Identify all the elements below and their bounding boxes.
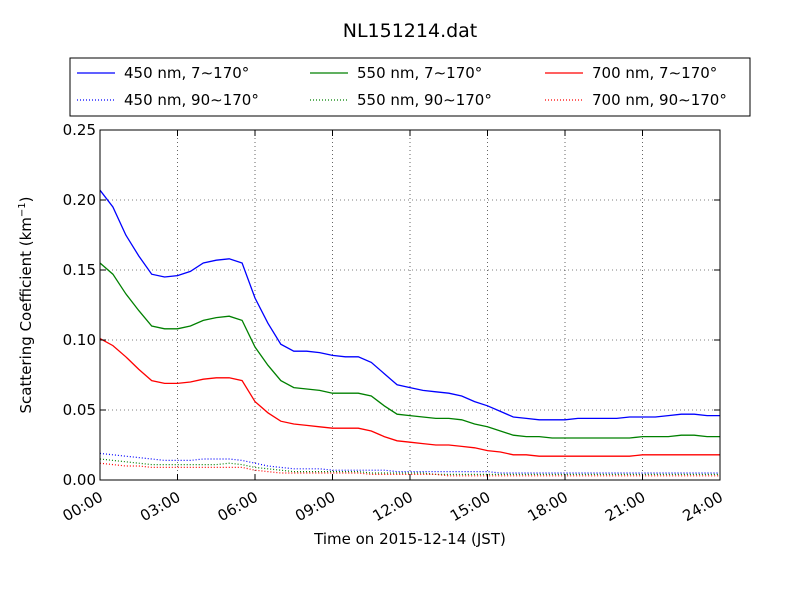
x-axis-label: Time on 2015-12-14 (JST) bbox=[313, 530, 506, 548]
legend-label: 450 nm, 7∼170° bbox=[124, 64, 249, 82]
legend-label: 550 nm, 7∼170° bbox=[357, 64, 482, 82]
series-line-2 bbox=[99, 262, 720, 439]
x-tick-label: 00:00 bbox=[60, 488, 106, 525]
y-tick-label: 0.10 bbox=[63, 331, 96, 349]
y-axis-label-text: Scattering Coefficient (km bbox=[17, 217, 35, 413]
x-tick-label: 06:00 bbox=[215, 488, 261, 525]
x-tick-label: 21:00 bbox=[602, 488, 648, 525]
x-tick-label: 18:00 bbox=[525, 488, 571, 525]
chart-title: NL151214.dat bbox=[343, 20, 478, 42]
legend-label: 550 nm, 90∼170° bbox=[357, 91, 492, 109]
y-tick-label: 0.00 bbox=[63, 471, 96, 489]
legend: 450 nm, 7∼170° 550 nm, 7∼170° 700 nm, 7∼17… bbox=[69, 57, 751, 117]
ticks: 00:00 03:00 06:00 09:00 12:00 15:00 18:00 21:00… bbox=[60, 121, 726, 525]
grid bbox=[100, 130, 720, 480]
x-tick-label: 24:00 bbox=[680, 488, 726, 525]
y-tick-label: 0.20 bbox=[63, 191, 96, 209]
x-tick-label: 09:00 bbox=[292, 488, 338, 525]
legend-label: 450 nm, 90∼170° bbox=[124, 91, 259, 109]
y-tick-label: 0.25 bbox=[63, 121, 96, 139]
y-tick-label: 0.15 bbox=[63, 261, 96, 279]
y-axis-label-unit-exp: −1 bbox=[17, 202, 28, 217]
series-line-4 bbox=[99, 338, 720, 457]
x-tick-label: 03:00 bbox=[137, 488, 183, 525]
series-layer bbox=[99, 189, 720, 477]
x-tick-label: 15:00 bbox=[447, 488, 493, 525]
y-tick-label: 0.05 bbox=[63, 401, 96, 419]
legend-box bbox=[69, 57, 751, 117]
series-line-0 bbox=[99, 189, 720, 421]
y-axis-label: Scattering Coefficient (km−1) bbox=[17, 196, 35, 413]
y-axis-label-close: ) bbox=[17, 196, 35, 202]
legend-label: 700 nm, 7∼170° bbox=[592, 64, 717, 82]
legend-label: 700 nm, 90∼170° bbox=[592, 91, 727, 109]
x-tick-label: 12:00 bbox=[370, 488, 416, 525]
